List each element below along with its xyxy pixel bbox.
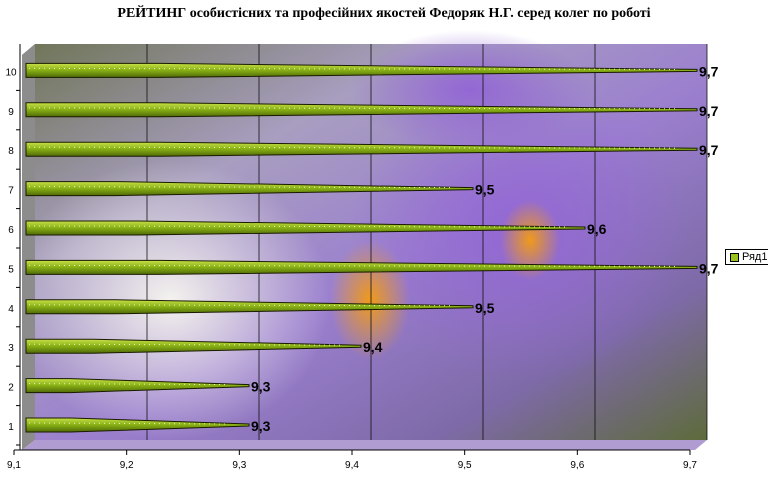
bar-shape [25, 141, 698, 157]
value-label: 9,3 [251, 418, 271, 434]
bar-highlight [28, 186, 454, 189]
x-tick-label: 9,6 [570, 460, 584, 471]
bar-shape [25, 220, 586, 236]
bar-shape [25, 62, 698, 78]
value-label: 9,7 [699, 260, 719, 276]
bar-shape [25, 102, 698, 118]
bar: 9,7 [25, 141, 719, 158]
bar-highlight [28, 343, 342, 346]
x-tick-label: 9,4 [345, 460, 359, 471]
value-label: 9,4 [363, 339, 383, 355]
bar: 9,7 [25, 62, 719, 79]
bar: 9,4 [25, 338, 383, 355]
bar-shape [25, 417, 250, 433]
legend-swatch [730, 252, 739, 262]
bar-shape [25, 299, 474, 315]
bar-shape [25, 181, 474, 197]
y-tick-label: 8 [8, 146, 14, 157]
bar: 9,7 [25, 102, 719, 119]
y-tick-label: 10 [5, 67, 17, 78]
y-tick-label: 2 [8, 383, 14, 394]
bar-highlight [28, 107, 678, 110]
bar-shape [25, 338, 362, 354]
bar: 9,3 [25, 378, 271, 395]
bar-shape [25, 378, 250, 394]
value-label: 9,7 [699, 63, 719, 79]
bar-highlight [28, 67, 678, 70]
bar-shape [25, 259, 698, 275]
bar-highlight [28, 304, 454, 307]
y-tick-label: 4 [8, 304, 14, 315]
x-tick-label: 9,3 [232, 460, 246, 471]
legend: Ряд1 [725, 249, 768, 265]
legend-label: Ряд1 [742, 251, 768, 263]
x-tick-label: 9,7 [683, 460, 697, 471]
value-label: 9,7 [699, 142, 719, 158]
value-label: 9,7 [699, 103, 719, 119]
y-tick-label: 5 [8, 264, 14, 275]
y-tick-label: 7 [8, 186, 14, 197]
bar-highlight [28, 264, 678, 267]
y-tick-label: 9 [8, 107, 14, 118]
bar: 9,7 [25, 259, 719, 276]
value-label: 9,6 [587, 221, 607, 237]
bar: 9,3 [25, 417, 271, 434]
bar-highlight [28, 383, 230, 386]
chart-title: РЕЙТИНГ особистісних та професійних якос… [117, 6, 651, 21]
x-tick-label: 9,5 [458, 460, 472, 471]
bar: 9,5 [25, 299, 495, 316]
value-label: 9,5 [475, 182, 495, 198]
value-label: 9,3 [251, 379, 271, 395]
y-tick-label: 1 [8, 422, 14, 433]
bar-highlight [28, 422, 230, 425]
bar: 9,5 [25, 181, 495, 198]
value-label: 9,5 [475, 300, 495, 316]
y-tick-label: 3 [8, 343, 14, 354]
x-tick-label: 9,2 [120, 460, 134, 471]
y-tick-label: 6 [8, 225, 14, 236]
bar: 9,6 [25, 220, 607, 237]
x-tick-label: 9,1 [7, 460, 21, 471]
bar-highlight [28, 146, 678, 149]
